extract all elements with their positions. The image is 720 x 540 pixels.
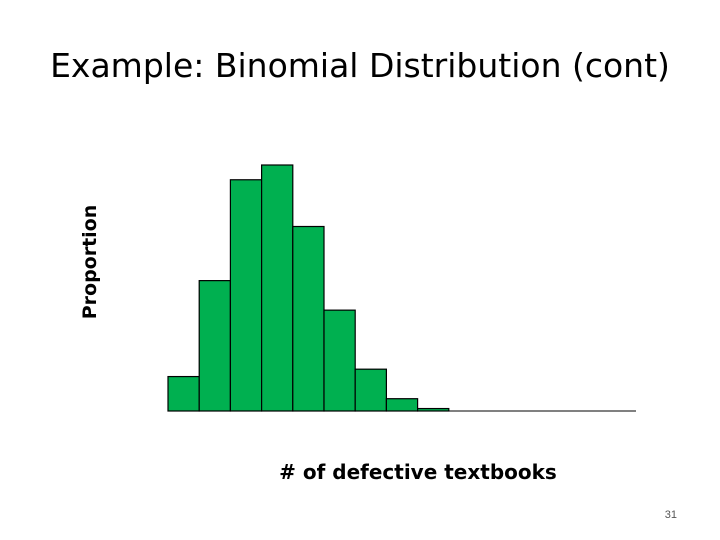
page-number: 31 xyxy=(664,509,677,521)
y-axis-label: Proportion xyxy=(79,204,101,320)
slide-title: Example: Binomial Distribution (cont) xyxy=(50,46,670,85)
histogram-bar xyxy=(261,164,294,412)
x-axis-label: # of defective textbooks xyxy=(279,460,557,484)
histogram-bar xyxy=(323,309,356,412)
histogram-bar xyxy=(354,368,388,412)
histogram-bar xyxy=(198,280,231,412)
bars-group xyxy=(167,164,450,412)
histogram-bar xyxy=(229,179,263,412)
histogram-bar xyxy=(292,225,325,412)
histogram-bar xyxy=(385,398,419,412)
histogram-bar xyxy=(167,375,200,412)
